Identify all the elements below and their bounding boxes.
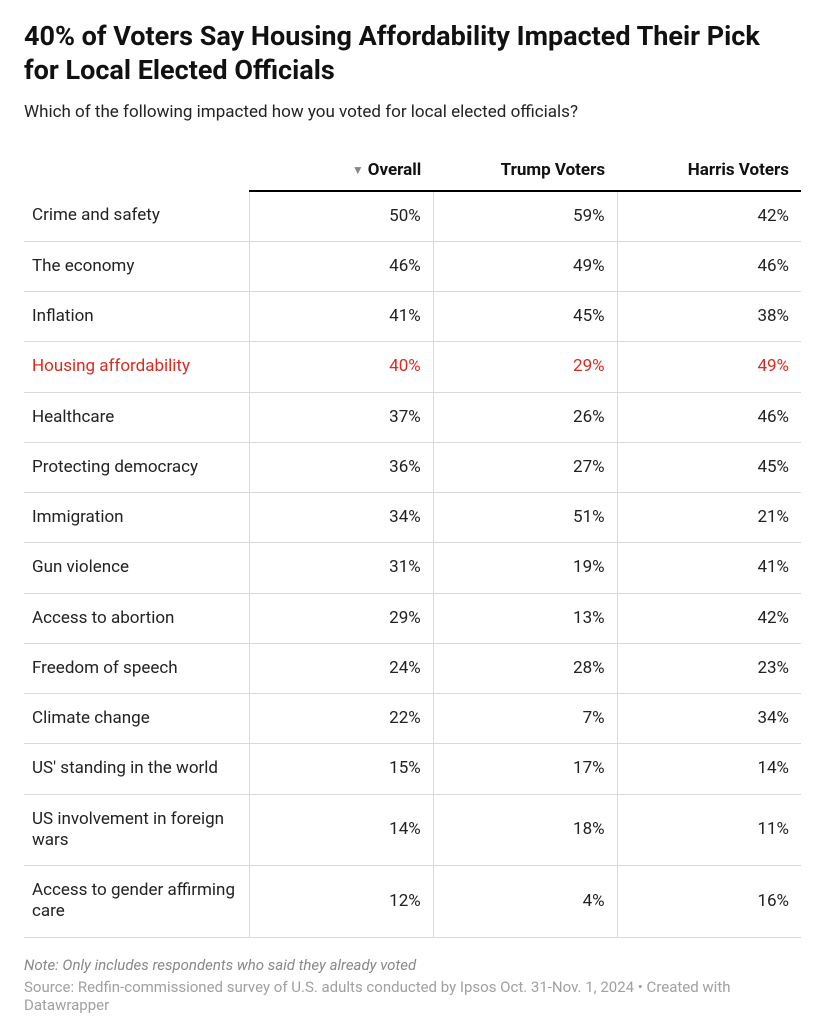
row-value: 26% — [433, 392, 617, 442]
table-row: Access to gender affirming care12%4%16% — [24, 866, 801, 938]
col-header-overall[interactable]: ▼ Overall — [249, 150, 433, 191]
row-value: 45% — [433, 292, 617, 342]
row-label: Protecting democracy — [24, 442, 249, 492]
row-value: 41% — [249, 292, 433, 342]
col-header-label: Overall — [368, 160, 421, 180]
row-value: 11% — [617, 794, 801, 866]
row-value: 46% — [249, 241, 433, 291]
table-row: Access to abortion29%13%42% — [24, 593, 801, 643]
row-value: 50% — [249, 191, 433, 242]
row-value: 18% — [433, 794, 617, 866]
table-row: Freedom of speech24%28%23% — [24, 643, 801, 693]
source-line: Source: Redfin-commissioned survey of U.… — [24, 978, 801, 1014]
chart-title: 40% of Voters Say Housing Affordability … — [24, 20, 801, 88]
row-value: 21% — [617, 493, 801, 543]
table-row: Immigration34%51%21% — [24, 493, 801, 543]
footnote: Note: Only includes respondents who said… — [24, 956, 801, 974]
col-header-harris[interactable]: Harris Voters — [617, 150, 801, 191]
row-value: 14% — [249, 794, 433, 866]
sort-desc-icon: ▼ — [352, 163, 364, 177]
data-table: ▼ Overall Trump Voters Harris Voters Crim… — [24, 150, 801, 938]
row-label: Crime and safety — [24, 191, 249, 242]
row-value: 13% — [433, 593, 617, 643]
row-label: Healthcare — [24, 392, 249, 442]
row-value: 51% — [433, 493, 617, 543]
row-value: 29% — [249, 593, 433, 643]
row-value: 34% — [249, 493, 433, 543]
row-value: 42% — [617, 191, 801, 242]
row-value: 14% — [617, 744, 801, 794]
row-label: Inflation — [24, 292, 249, 342]
row-value: 27% — [433, 442, 617, 492]
row-value: 42% — [617, 593, 801, 643]
col-header-label: Trump Voters — [501, 160, 605, 180]
col-header-trump[interactable]: Trump Voters — [433, 150, 617, 191]
row-value: 19% — [433, 543, 617, 593]
row-value: 46% — [617, 392, 801, 442]
col-header-blank — [24, 150, 249, 191]
table-row: US involvement in foreign wars14%18%11% — [24, 794, 801, 866]
row-label: Freedom of speech — [24, 643, 249, 693]
table-row: Crime and safety50%59%42% — [24, 191, 801, 242]
row-value: 38% — [617, 292, 801, 342]
col-header-label: Harris Voters — [688, 160, 789, 180]
row-value: 37% — [249, 392, 433, 442]
row-value: 41% — [617, 543, 801, 593]
row-value: 36% — [249, 442, 433, 492]
row-value: 49% — [617, 342, 801, 392]
row-value: 16% — [617, 866, 801, 938]
chart-subtitle: Which of the following impacted how you … — [24, 102, 801, 122]
table-row: Gun violence31%19%41% — [24, 543, 801, 593]
row-label: Access to abortion — [24, 593, 249, 643]
table-row: Healthcare37%26%46% — [24, 392, 801, 442]
row-label: Housing affordability — [24, 342, 249, 392]
row-value: 22% — [249, 694, 433, 744]
table-row: The economy46%49%46% — [24, 241, 801, 291]
table-row: Protecting democracy36%27%45% — [24, 442, 801, 492]
row-label: Access to gender affirming care — [24, 866, 249, 938]
row-value: 7% — [433, 694, 617, 744]
row-value: 24% — [249, 643, 433, 693]
row-value: 31% — [249, 543, 433, 593]
row-label: Climate change — [24, 694, 249, 744]
row-value: 23% — [617, 643, 801, 693]
row-value: 59% — [433, 191, 617, 242]
row-label: US involvement in foreign wars — [24, 794, 249, 866]
row-value: 4% — [433, 866, 617, 938]
row-value: 34% — [617, 694, 801, 744]
row-value: 12% — [249, 866, 433, 938]
row-label: Gun violence — [24, 543, 249, 593]
table-row: Climate change22%7%34% — [24, 694, 801, 744]
row-value: 45% — [617, 442, 801, 492]
row-label: US' standing in the world — [24, 744, 249, 794]
table-body: Crime and safety50%59%42%The economy46%4… — [24, 191, 801, 938]
row-value: 29% — [433, 342, 617, 392]
row-value: 40% — [249, 342, 433, 392]
row-value: 15% — [249, 744, 433, 794]
table-row: Inflation41%45%38% — [24, 292, 801, 342]
row-value: 17% — [433, 744, 617, 794]
row-label: The economy — [24, 241, 249, 291]
row-value: 46% — [617, 241, 801, 291]
row-value: 28% — [433, 643, 617, 693]
row-value: 49% — [433, 241, 617, 291]
table-header-row: ▼ Overall Trump Voters Harris Voters — [24, 150, 801, 191]
table-row: US' standing in the world15%17%14% — [24, 744, 801, 794]
row-label: Immigration — [24, 493, 249, 543]
table-row: Housing affordability40%29%49% — [24, 342, 801, 392]
